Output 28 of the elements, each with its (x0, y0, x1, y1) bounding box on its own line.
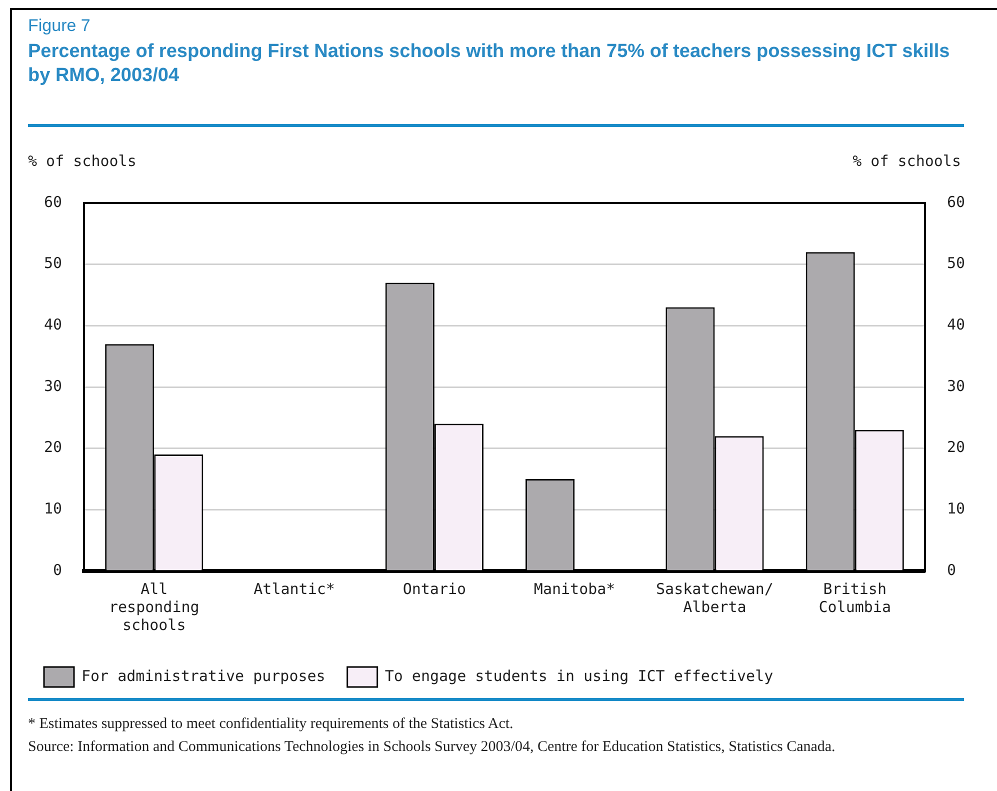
y2-tick-label: 0 (946, 560, 956, 579)
y-tick-label: 10 (44, 500, 62, 518)
y2-tick-label: 40 (946, 316, 965, 334)
text: * Estimates suppressed to meet confidentiality requirements of the Statistics Act. (28, 715, 514, 734)
y-tick-label: 20 (44, 438, 62, 456)
y2-axis-title: % of schools (852, 152, 961, 170)
x-tick-label: British Columbia (818, 580, 891, 616)
y2-tick-label: 60 (946, 192, 965, 211)
x-tick-label: All responding schools (108, 580, 200, 634)
y2-tick-label: 30 (946, 376, 965, 395)
y2-tick-label: 50 (946, 254, 965, 272)
legend-label: To engage students in using ICT effectively (384, 666, 774, 685)
source-note: Source: Information and Communications Technologies in Schools Survey 2003/04, Centre for Education Statistics, Statistics Canada. (28, 738, 836, 757)
legend-label: For administrative purposes (82, 666, 326, 685)
y2-tick-label: 20 (946, 438, 965, 456)
y2-tick-label: 10 (946, 500, 965, 518)
y-tick-label: 50 (44, 254, 62, 272)
x-tick-label: Ontario (402, 580, 466, 598)
y-axis-title: % of schools (28, 152, 136, 170)
x-tick-label: Manitoba* (534, 580, 616, 598)
y-tick-label: 0 (53, 560, 62, 579)
x-tick-label: Saskatchewan/ Alberta (656, 580, 774, 616)
y-tick-label: 40 (44, 316, 62, 334)
x-tick-label: Atlantic* (254, 580, 335, 598)
y-tick-label: 60 (44, 192, 62, 211)
chart-title: Percentage of responding First Nations schools with more than 75% of teachers possessing ICT skills by RMO, 2003/04 (28, 40, 951, 88)
chart-subtitle: Figure 7 (28, 16, 90, 36)
y-tick-label: 30 (44, 376, 62, 395)
